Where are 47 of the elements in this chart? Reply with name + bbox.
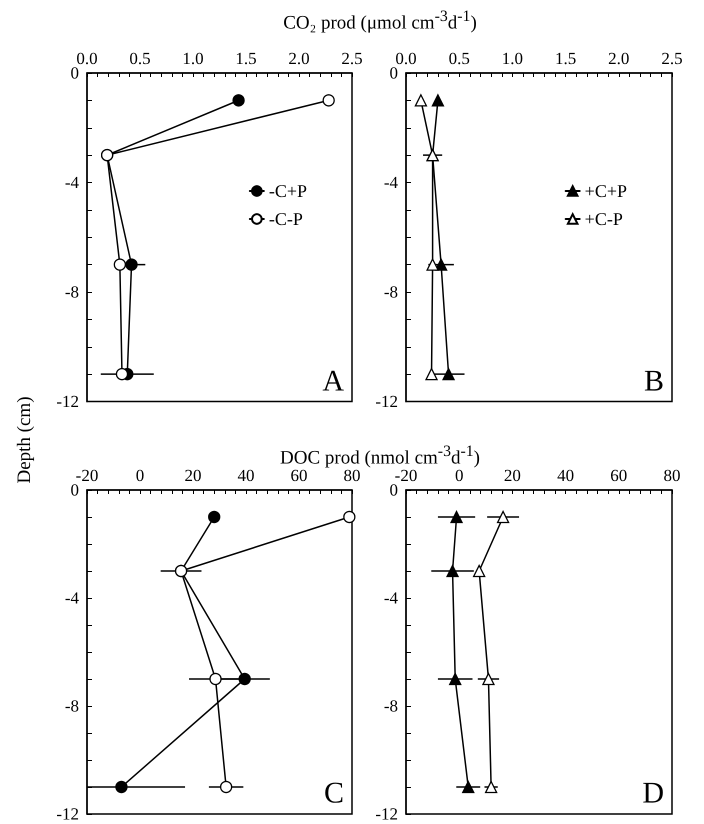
chart-title: DOC prod (nmol cm$^{-3}$d$^{-1}$) bbox=[280, 443, 480, 468]
legend-label: -C-P bbox=[268, 209, 303, 229]
x-tick-label: 0.5 bbox=[129, 49, 151, 68]
legend-label: +C-P bbox=[584, 209, 623, 229]
x-tick-label: 40 bbox=[557, 466, 574, 485]
x-tick-label: 60 bbox=[610, 466, 628, 485]
x-tick-label: 2.5 bbox=[341, 49, 363, 68]
annotation: B bbox=[644, 364, 664, 398]
y-tick-label: 0 bbox=[390, 64, 398, 82]
x-tick-label: 80 bbox=[344, 466, 360, 485]
annotation: C bbox=[324, 776, 344, 810]
y-tick-label: -12 bbox=[56, 392, 79, 411]
x-tick-label: 1.0 bbox=[182, 49, 204, 68]
x-tick-label: 0.5 bbox=[448, 49, 470, 68]
x-tick-label: 1.5 bbox=[235, 49, 257, 68]
y-tick-label: 0 bbox=[70, 64, 79, 82]
y-tick-label: -8 bbox=[64, 696, 79, 716]
y-tick-label: -8 bbox=[384, 282, 398, 302]
y-tick-label: -12 bbox=[56, 804, 79, 824]
x-tick-label: 2.0 bbox=[608, 49, 630, 68]
x-tick-label: 0 bbox=[136, 466, 144, 485]
x-tick-label: 2.0 bbox=[288, 49, 310, 68]
annotation: A bbox=[322, 364, 344, 398]
y-tick-label: -4 bbox=[384, 588, 398, 608]
x-tick-label: 40 bbox=[238, 466, 254, 485]
annotation: D bbox=[642, 776, 664, 810]
legend-label: +C+P bbox=[584, 181, 628, 201]
y-tick-label: -4 bbox=[64, 588, 80, 608]
y-tick-label: -12 bbox=[375, 392, 398, 411]
x-tick-label: 0.0 bbox=[76, 49, 98, 68]
x-tick-label: 2.5 bbox=[661, 49, 683, 68]
y-tick-label: -8 bbox=[384, 696, 398, 716]
x-tick-label: 20 bbox=[184, 466, 202, 485]
x-tick-label: 80 bbox=[664, 466, 680, 485]
x-tick-label: 60 bbox=[290, 466, 308, 485]
x-tick-label: 0 bbox=[454, 466, 464, 485]
x-tick-label: 20 bbox=[504, 466, 521, 485]
y-tick-label: -12 bbox=[375, 804, 398, 824]
x-tick-label: 1.5 bbox=[554, 49, 576, 68]
x-tick-label: 0.0 bbox=[395, 49, 417, 68]
x-tick-label: 1.0 bbox=[502, 49, 524, 68]
y-tick-label: -4 bbox=[384, 173, 398, 192]
y-axis-title: Depth (cm) bbox=[14, 396, 36, 484]
chart-title: CO₂ prod (μmol cm$^{-3}$d$^{-1}$) bbox=[282, 8, 478, 34]
y-tick-label: -8 bbox=[64, 282, 79, 302]
legend-label: -C+P bbox=[268, 181, 308, 201]
y-tick-label: -4 bbox=[64, 173, 80, 192]
